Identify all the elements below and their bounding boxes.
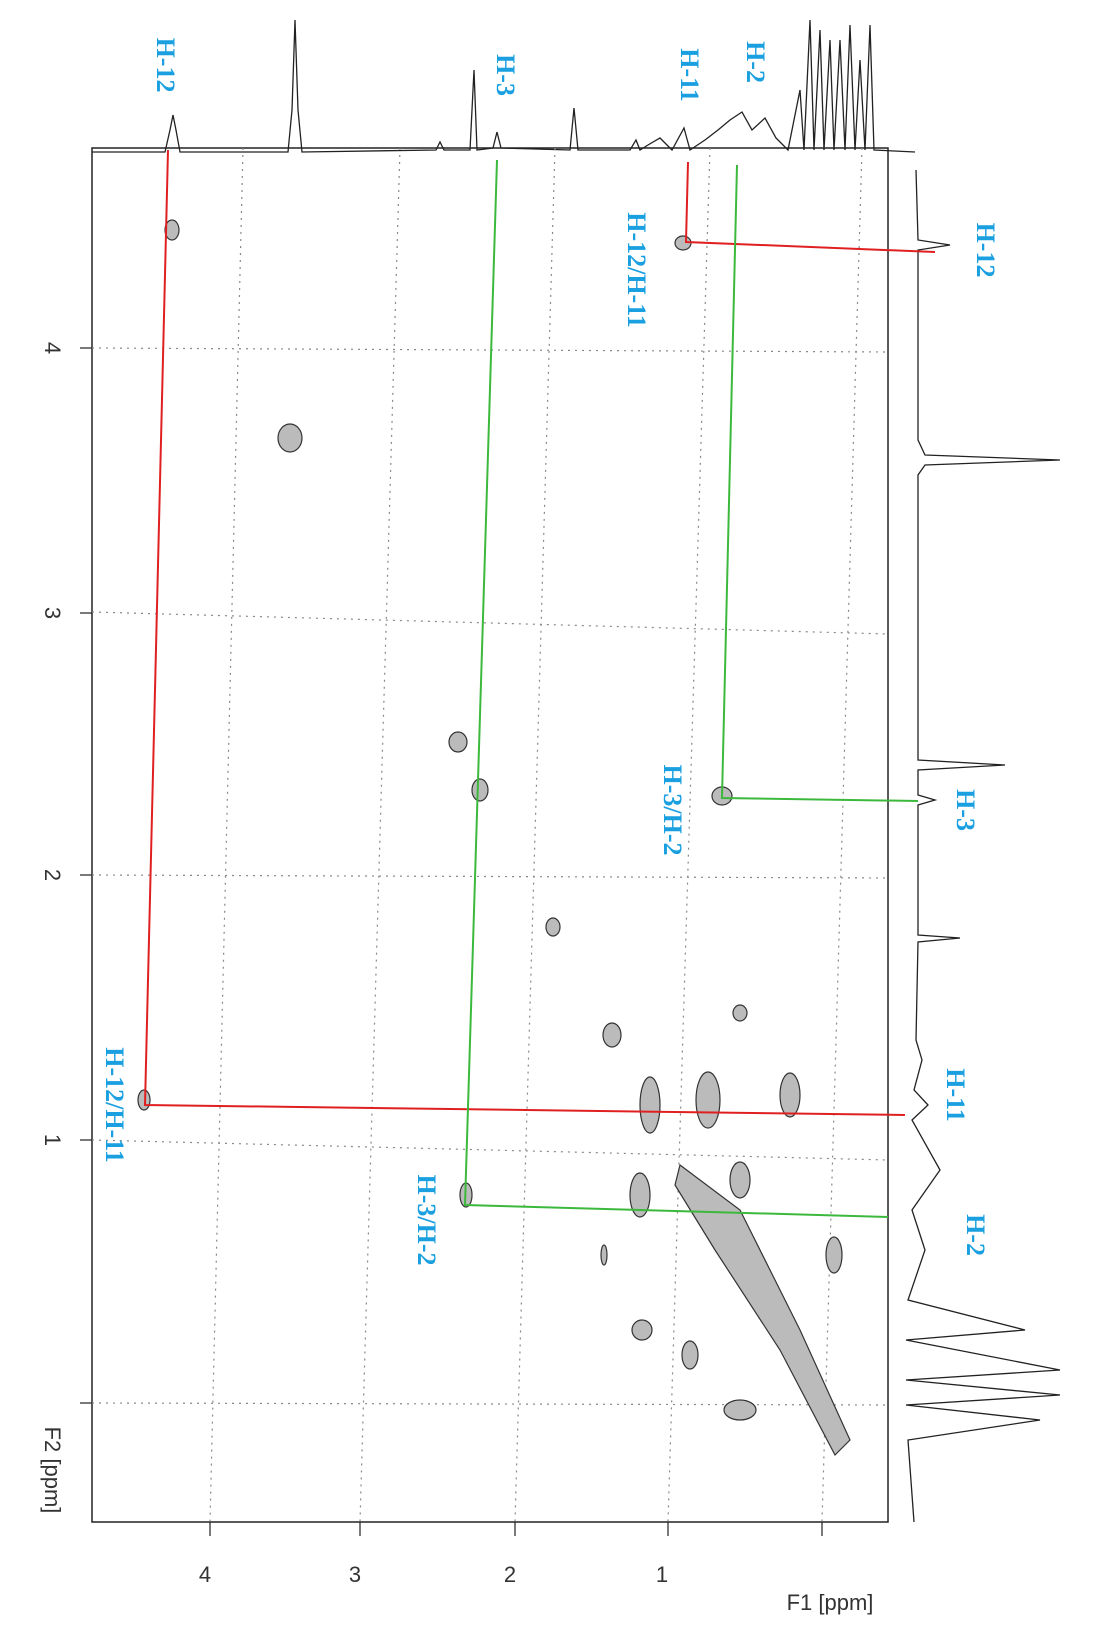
peak [681,1340,699,1370]
f2-tick-label: 2 [40,869,65,881]
grid [91,147,889,1523]
axes-text: 4 3 2 1 F2 [ppm] 4 3 2 1 F1 [ppm] [40,342,873,1615]
cross-peak-label: H-3/H-2 [412,1175,441,1266]
ticks [80,347,823,1536]
f1-tick-label: 3 [349,1562,361,1587]
top-label: H-2 [741,41,770,83]
peak [448,731,468,753]
diagonal [674,1163,851,1457]
f2-tick-label: 1 [40,1134,65,1146]
top-label: H-3 [491,54,520,96]
cross-peaks [137,219,851,1457]
peak [779,1072,801,1118]
top-projection [92,19,916,153]
cross-peak-label: H-3/H-2 [658,765,687,856]
grid-line [359,147,401,1523]
f2-axis-label: F2 [ppm] [40,1427,65,1514]
peak [277,423,303,453]
peak [732,1004,748,1022]
peak [639,1076,661,1134]
f1-axis-label: F1 [ppm] [787,1590,874,1615]
correlation-lines [143,149,936,1218]
f1-tick-label: 4 [199,1562,211,1587]
correlation-line [684,161,936,253]
peak [471,778,489,802]
right-label: H-2 [961,1214,990,1256]
top-label: H-12 [151,38,180,93]
f2-tick-label: 3 [40,607,65,619]
correlation-line [463,159,889,1218]
correlation-line [143,149,906,1116]
f1-tick-label: 1 [656,1562,668,1587]
peak [631,1319,653,1341]
right-label: H-3 [951,789,980,831]
cross-peak-label: H-12/H-11 [100,1047,129,1163]
peak [825,1236,843,1274]
peak [629,1172,651,1218]
f1-tick-label: 2 [504,1562,516,1587]
grid-line [209,147,244,1523]
grid-line [821,147,863,1523]
peak [723,1399,757,1421]
right-label: H-12 [971,223,1000,278]
cross-peak-label: H-12/H-11 [622,212,651,328]
peak [164,219,180,241]
peak [545,917,561,937]
peak [729,1161,751,1199]
peak [695,1071,721,1129]
f2-tick-label: 4 [40,342,65,354]
right-projection [905,169,1061,1523]
grid-line [667,147,711,1523]
peak [600,1244,608,1266]
right-label: H-11 [941,1068,970,1121]
correlation-line [720,164,919,802]
plot-frame [91,147,889,1523]
peak [602,1022,622,1048]
top-label: H-11 [675,48,704,101]
peak [137,1089,151,1111]
grid-line [514,147,556,1523]
annotations: H-12 H-3 H-11 H-2 H-12 H-3 H-11 H-2 H-12… [100,38,1000,1266]
